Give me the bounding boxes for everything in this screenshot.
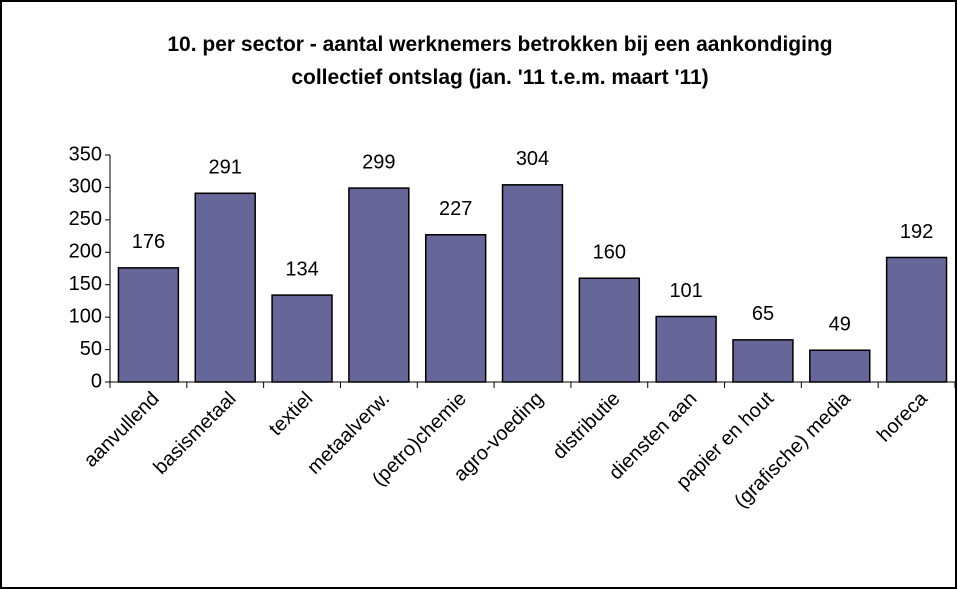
bar <box>271 294 333 383</box>
y-tick-label: 0 <box>91 370 102 392</box>
bar <box>194 192 256 383</box>
chart-title: 10. per sector - aantal werknemers betro… <box>167 33 833 89</box>
data-label: 49 <box>829 314 851 336</box>
data-label: 65 <box>752 303 774 325</box>
y-tick-label: 100 <box>69 305 102 327</box>
y-tick-label: 200 <box>69 241 102 263</box>
bar <box>501 184 564 383</box>
bar <box>885 256 948 383</box>
data-label: 299 <box>362 151 395 173</box>
bar <box>655 315 717 383</box>
y-tick-label: 350 <box>69 143 102 165</box>
data-label: 101 <box>669 280 702 302</box>
data-label: 176 <box>132 231 165 253</box>
data-label: 227 <box>439 198 472 220</box>
bar <box>117 267 180 383</box>
data-label: 134 <box>285 258 318 280</box>
data-label: 192 <box>900 221 933 243</box>
bar <box>348 187 410 383</box>
y-tick-label: 300 <box>69 176 102 198</box>
y-tick-label: 150 <box>69 273 102 295</box>
bar <box>578 277 641 383</box>
x-tick-label: textiel <box>265 388 318 441</box>
y-tick-label: 50 <box>80 338 102 360</box>
x-tick-label: distributie <box>548 388 624 464</box>
data-label: 304 <box>516 148 549 170</box>
x-tick-label: horeca <box>873 387 932 446</box>
x-tick-label: aanvullend <box>80 388 164 472</box>
data-label: 160 <box>593 242 626 264</box>
x-tick-label: basismetaal <box>149 388 240 479</box>
data-label: 291 <box>209 157 242 179</box>
bar <box>809 349 871 383</box>
bar <box>424 234 487 383</box>
bar <box>732 339 794 383</box>
y-tick-label: 250 <box>69 208 102 230</box>
